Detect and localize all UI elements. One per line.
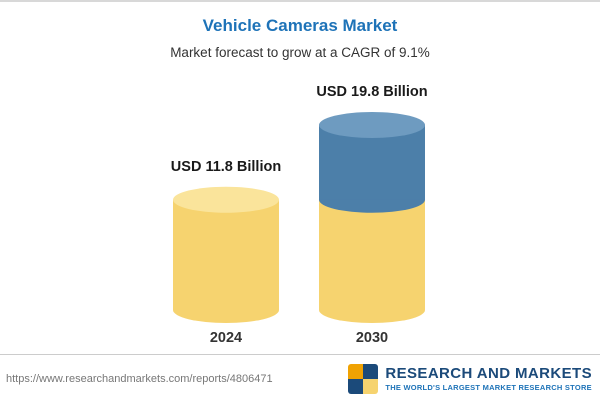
logo-quadrant-navy <box>363 363 379 379</box>
brand-text: RESEARCH AND MARKETS THE WORLD'S LARGEST… <box>385 365 592 393</box>
brand-logo: RESEARCH AND MARKETS THE WORLD'S LARGEST… <box>348 363 592 394</box>
brand-name: RESEARCH AND MARKETS <box>385 364 592 382</box>
chart-subtitle: Market forecast to grow at a CAGR of 9.1… <box>170 45 430 60</box>
logo-quadrant-orange <box>348 363 364 379</box>
brand-logo-icon <box>348 363 379 394</box>
bar-category-2030: 2030 <box>355 330 389 346</box>
chart-area: USD 11.8 Billion USD 19.8 Billion 2024 2… <box>0 78 600 354</box>
bar-category-2024: 2024 <box>209 330 243 346</box>
logo-quadrant-navy2 <box>348 378 364 394</box>
bar-value-label-2024: USD 11.8 Billion <box>170 158 282 175</box>
cylinder-bar-chart <box>173 112 425 323</box>
chart-title: Vehicle Cameras Market <box>202 16 398 35</box>
logo-quadrant-yellow <box>363 378 379 394</box>
footer: https://www.researchandmarkets.com/repor… <box>0 354 600 400</box>
source-url-link[interactable]: https://www.researchandmarkets.com/repor… <box>6 372 273 385</box>
chart-header: Vehicle Cameras Market Market forecast t… <box>0 2 600 78</box>
brand-tagline: THE WORLD'S LARGEST MARKET RESEARCH STOR… <box>385 382 592 392</box>
bar-value-label-2030: USD 19.8 Billion <box>316 84 428 100</box>
